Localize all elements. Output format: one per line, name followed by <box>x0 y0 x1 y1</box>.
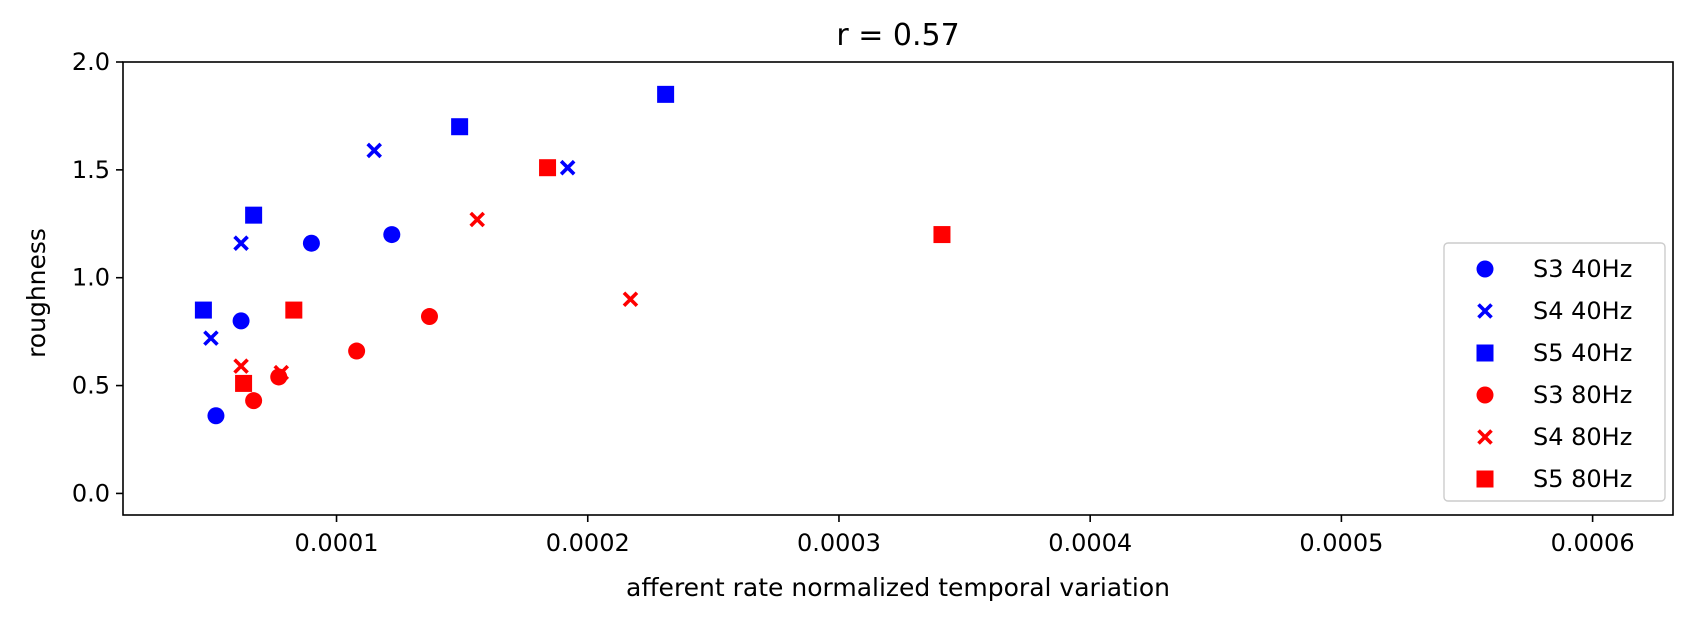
data-point-square <box>539 159 557 177</box>
y-tick-label: 1.0 <box>72 264 110 292</box>
legend-marker <box>1476 386 1494 404</box>
plot-area: 0.0001 0.0002 0.0003 0.0004 0.0005 0.0006 0.0 0… <box>72 48 1674 557</box>
legend-entry-label: S4 40Hz <box>1533 297 1632 325</box>
data-point-x <box>203 330 219 346</box>
data-point-x <box>559 159 576 176</box>
legend-marker <box>1476 260 1494 278</box>
data-point-circle <box>302 234 320 252</box>
data-point-x <box>273 364 290 381</box>
data-point-x <box>233 358 249 374</box>
y-tick-label: 2.0 <box>72 48 110 76</box>
data-point-square <box>657 85 675 103</box>
data-point-circle <box>232 312 250 330</box>
data-point-circle <box>383 226 401 244</box>
series-s3-80hz <box>245 308 438 410</box>
x-tick-label: 0.0003 <box>797 529 881 557</box>
x-tick-label: 0.0002 <box>546 529 630 557</box>
x-tick-label: 0.0006 <box>1551 529 1635 557</box>
series-s4-40hz <box>203 142 576 346</box>
data-point-square <box>245 206 263 224</box>
legend-entry-label: S3 40Hz <box>1533 255 1632 283</box>
legend-entry-label: S4 80Hz <box>1533 423 1632 451</box>
chart-title: r = 0.57 <box>836 18 959 53</box>
data-point-x <box>469 211 485 228</box>
series-s4-80hz <box>233 211 639 381</box>
data-point-x <box>366 142 382 159</box>
data-point-square <box>235 374 253 392</box>
legend-entry-label: S3 80Hz <box>1533 381 1632 409</box>
x-tick-label: 0.0004 <box>1048 529 1132 557</box>
legend-entry-label: S5 80Hz <box>1533 465 1632 493</box>
series-s5-40hz <box>194 85 675 319</box>
series-s3-40hz <box>207 226 401 425</box>
data-point-square <box>285 301 303 319</box>
legend-marker <box>1476 344 1494 362</box>
x-axis-label: afferent rate normalized temporal variat… <box>626 573 1170 602</box>
series-s5-80hz <box>235 159 951 392</box>
data-point-x <box>622 291 639 308</box>
legend-box <box>1443 242 1666 502</box>
legend-marker <box>1477 429 1493 445</box>
legend: S3 40Hz S4 40Hz S5 40Hz S3 80Hz S4 80Hz S5 80… <box>1443 242 1666 502</box>
legend-marker <box>1477 303 1493 319</box>
x-tick-label: 0.0001 <box>295 529 379 557</box>
data-point-circle <box>207 407 225 425</box>
legend-entry-label: S5 40Hz <box>1533 339 1632 367</box>
y-axis-label: roughness <box>22 228 51 358</box>
data-point-square <box>451 118 469 136</box>
plot-frame <box>122 61 1674 516</box>
legend-marker <box>1476 470 1494 488</box>
data-point-square <box>933 226 951 244</box>
y-tick-label: 1.5 <box>72 156 110 184</box>
y-tick-label: 0.5 <box>72 372 110 400</box>
x-tick-label: 0.0005 <box>1299 529 1383 557</box>
data-point-circle <box>348 342 366 360</box>
y-tick-label: 0.0 <box>72 479 110 507</box>
data-point-square <box>194 301 212 319</box>
data-point-circle <box>420 308 438 326</box>
data-point-x <box>233 235 249 251</box>
data-point-circle <box>245 392 263 410</box>
